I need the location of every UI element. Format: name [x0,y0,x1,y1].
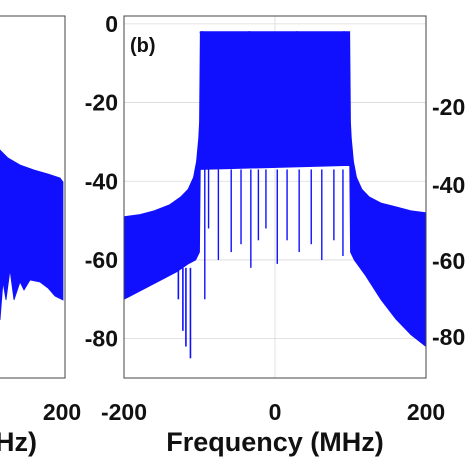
passband-ragged-top [199,31,350,38]
right-partial-panel: -20 -40 -60 -80 [432,94,465,350]
right-y-tick-80: -80 [432,324,465,350]
y-tick-label: -20 [85,90,118,116]
right-y-tick-20: -20 [432,94,465,120]
panel-b-spectrum-trace [123,31,427,359]
left-panel-trace [0,149,64,321]
panel-b: (b) 0 -20 -40 -60 -80 -200 0 200 Frequency (MH… [85,11,445,457]
y-tick-label: 0 [105,11,118,37]
right-y-tick-40: -40 [432,172,465,198]
spectrum-envelope [123,31,427,348]
x-tick-label: 200 [407,399,445,425]
left-x-tick-200: 200 [43,399,81,425]
right-y-tick-60: -60 [432,248,465,274]
x-tick-label: -200 [101,399,147,425]
panel-b-x-axis-label: Frequency (MHz) [166,427,384,457]
panel-b-frame [123,15,427,379]
y-tick-label: -60 [85,247,118,273]
left-partial-panel: 200 Hz) [0,15,81,457]
panel-b-y-ticks: 0 -20 -40 -60 -80 [85,11,118,352]
panel-b-x-ticks: -200 0 200 [101,399,445,425]
x-tick-label: 0 [269,399,282,425]
y-tick-label: -40 [85,168,118,194]
panel-b-label: (b) [130,35,156,57]
left-panel-frame [0,15,66,379]
left-x-label-fragment: Hz) [0,427,37,457]
y-tick-label: -80 [85,326,118,352]
